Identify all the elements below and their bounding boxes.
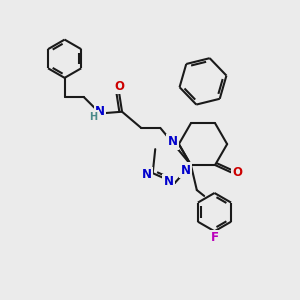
Text: H: H — [89, 112, 98, 122]
Text: N: N — [181, 164, 190, 177]
Text: O: O — [233, 166, 243, 179]
Text: H: H — [90, 112, 97, 122]
Text: N: N — [167, 135, 177, 148]
Text: O: O — [233, 166, 243, 179]
Text: N: N — [164, 175, 174, 188]
Text: N: N — [95, 105, 105, 118]
Text: N: N — [95, 105, 105, 118]
Text: O: O — [114, 80, 124, 93]
Text: F: F — [211, 231, 219, 244]
Text: N: N — [181, 164, 190, 177]
Text: O: O — [114, 80, 124, 93]
Text: F: F — [211, 231, 219, 244]
Text: N: N — [142, 168, 152, 181]
Text: N: N — [164, 175, 174, 188]
Text: N: N — [142, 168, 152, 181]
Text: N: N — [167, 135, 177, 148]
